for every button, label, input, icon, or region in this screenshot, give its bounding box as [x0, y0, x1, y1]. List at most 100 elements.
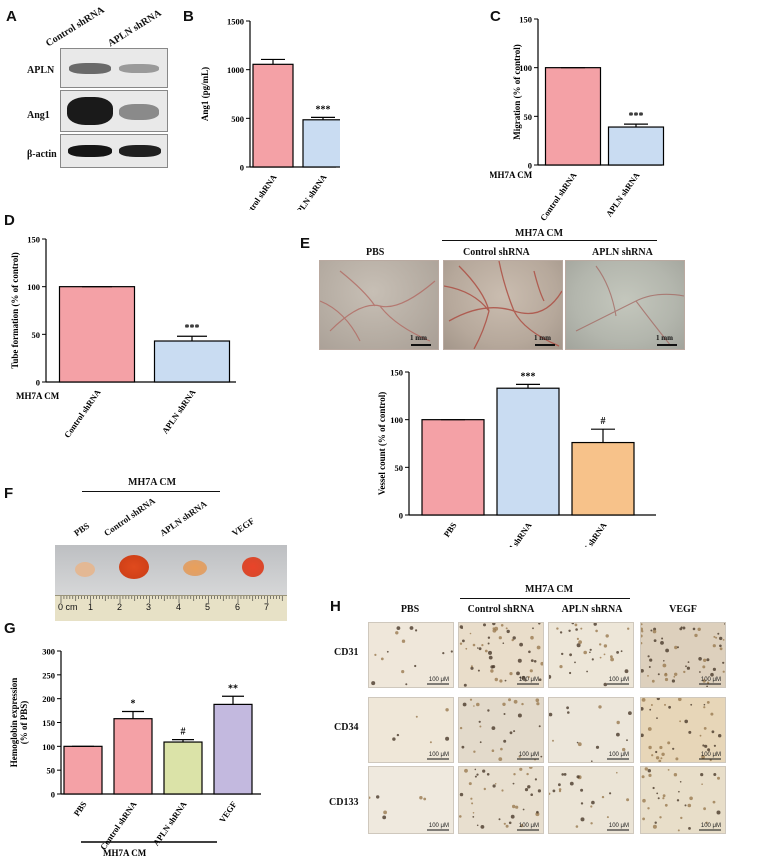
x-tick-label: PBS — [442, 520, 459, 539]
stained-cell — [574, 623, 578, 627]
vessel-lines — [575, 265, 684, 347]
stained-cell — [512, 636, 516, 640]
stained-cell — [532, 627, 534, 630]
sample-label-pbs: PBS — [72, 520, 92, 539]
stained-cell — [706, 701, 710, 704]
stained-cell — [664, 703, 666, 706]
bar — [213, 703, 253, 795]
ruler-label: 2 — [117, 602, 123, 612]
stained-cell — [501, 789, 504, 792]
stained-cell — [487, 709, 490, 712]
stained-cell — [476, 824, 479, 827]
stained-cell — [559, 631, 563, 634]
cam-photo-apln — [565, 260, 685, 350]
stained-cell — [540, 755, 543, 758]
stained-cell — [510, 814, 515, 819]
stained-cell — [705, 821, 708, 824]
stained-cell — [459, 726, 463, 730]
bar — [496, 387, 560, 516]
ihc-cells — [549, 623, 630, 687]
chart-d-tube-formation: 0 50 100 150 Tube formation (% of control) Co… — [10, 235, 236, 440]
ihc-cells — [459, 698, 543, 761]
plug-vegf — [242, 557, 264, 577]
stained-cell — [712, 644, 716, 648]
stained-cell — [656, 717, 658, 719]
stained-cell — [469, 632, 472, 635]
stained-cell — [442, 652, 445, 655]
stained-cell — [717, 632, 720, 635]
stained-cell — [616, 651, 619, 654]
y-tick-label: 1000 — [227, 65, 244, 75]
scale-bar-label: 100 μM — [608, 752, 629, 758]
stained-cell — [509, 672, 513, 676]
y-tick-label: 50 — [47, 766, 56, 776]
y-axis-label: Migration (% of control) — [512, 44, 522, 140]
ihc-cells — [549, 705, 632, 762]
stained-cell — [465, 647, 468, 650]
stained-cell — [462, 702, 467, 707]
stained-cell — [487, 642, 490, 645]
stained-cell — [483, 787, 486, 791]
y-tick-label: 100 — [519, 63, 532, 73]
x-tick-label: VEGF — [217, 799, 239, 824]
stained-cell — [656, 698, 660, 701]
stained-cell — [648, 745, 652, 750]
stained-cell — [616, 732, 620, 737]
stained-cell — [641, 707, 644, 711]
stained-cell — [679, 781, 682, 783]
y-axis-label: Vessel count (% of control) — [377, 392, 387, 496]
stained-cell — [395, 631, 399, 635]
photo-label-pbs: PBS — [366, 247, 385, 258]
stained-cell — [642, 817, 645, 821]
blot-col-label-control: Control shRNA — [44, 4, 107, 50]
stained-cell — [498, 757, 503, 761]
ihc-image: 100 μM — [640, 622, 726, 688]
stained-cell — [716, 810, 721, 815]
stained-cell — [468, 782, 472, 786]
stained-cell — [380, 657, 384, 661]
ihc-image: 100 μM — [368, 697, 454, 763]
stained-cell — [474, 768, 477, 771]
stained-cell — [647, 655, 650, 658]
significance-mark: *** — [521, 371, 536, 382]
stained-cell — [661, 637, 664, 640]
stained-cell — [535, 812, 540, 817]
stained-cell — [703, 807, 706, 811]
stained-cell — [568, 629, 571, 632]
stained-cell — [530, 793, 533, 796]
y-tick-label: 0 — [51, 790, 55, 800]
stained-cell — [627, 627, 630, 630]
stained-cell — [492, 623, 496, 626]
stained-cell — [718, 734, 722, 738]
ihc-image: 100 μM — [548, 622, 634, 688]
significance-mark: # — [601, 416, 606, 427]
blot-band — [68, 145, 112, 157]
bar — [571, 441, 635, 516]
stained-cell — [719, 647, 723, 651]
stained-cell — [702, 665, 706, 669]
panel-label-f: F — [4, 485, 14, 502]
stained-cell — [722, 670, 725, 673]
ruler-label: 7 — [264, 602, 270, 612]
stained-cell — [642, 798, 646, 803]
stained-cell — [502, 702, 506, 706]
h-group-label: MH7A CM — [525, 584, 574, 595]
stained-cell — [702, 744, 705, 747]
y-tick-label: 200 — [42, 694, 55, 704]
y-tick-label: 150 — [27, 235, 40, 245]
x-tick-label: APLN shRNA — [160, 387, 198, 436]
stained-cell — [459, 792, 464, 797]
panel-label-h: H — [330, 598, 341, 615]
chart-b-ang1: 0 500 1000 1500 Ang1 (pg/mL) Control shRNA ***… — [200, 17, 340, 210]
stained-cell — [659, 816, 662, 819]
x-group-label: MH7A CM — [103, 848, 147, 858]
x-tick-label: Control shRNA — [98, 799, 139, 852]
stained-cell — [590, 805, 593, 808]
stained-cell — [498, 818, 501, 821]
bar — [163, 741, 203, 795]
stained-cell — [641, 627, 643, 631]
x-group-label: MH7A CM — [16, 391, 60, 401]
blot-band — [119, 104, 159, 120]
scale-bar — [535, 344, 555, 346]
stained-cell — [476, 702, 480, 707]
